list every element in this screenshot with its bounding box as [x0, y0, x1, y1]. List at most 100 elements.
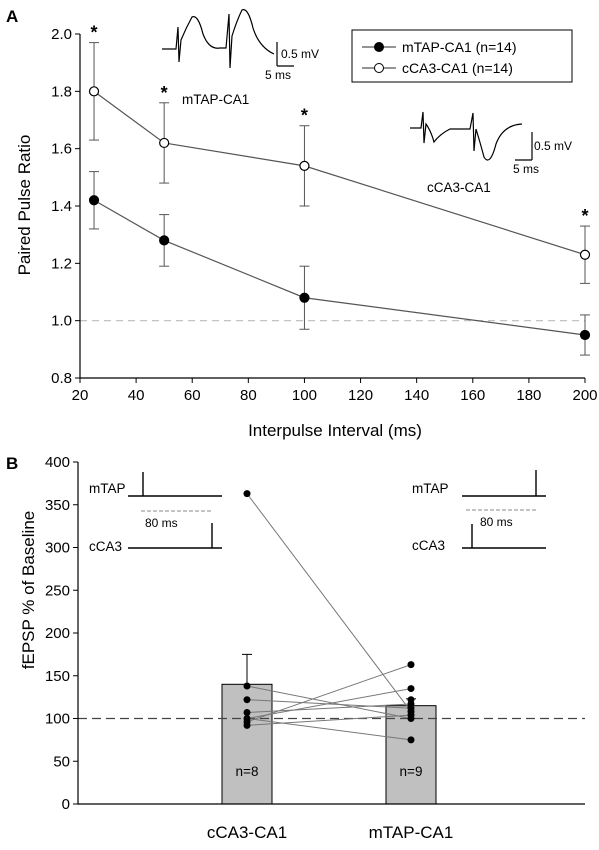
category-labels-b: cCA3-CA1 mTAP-CA1 — [207, 823, 454, 842]
y-tick-label: 1.2 — [51, 255, 72, 272]
axis-frame-b — [77, 462, 585, 805]
category-label: mTAP-CA1 — [369, 823, 454, 842]
paired-line — [246, 688, 412, 719]
scale-label-ms-mtap: 5 ms — [265, 68, 291, 82]
paired-line — [246, 718, 412, 741]
paired-line — [246, 493, 412, 712]
legend-marker-cca3 — [374, 63, 384, 73]
data-point-mtap — [407, 736, 415, 744]
legend-box — [351, 29, 573, 83]
bar-mtap — [385, 705, 437, 805]
axes-b — [77, 462, 585, 805]
data-point-mtap — [159, 235, 170, 246]
x-tick-label: 140 — [404, 387, 429, 404]
x-axis-label-a: Interpulse Interval (ms) — [248, 421, 422, 440]
data-point-mtap — [407, 715, 415, 722]
y-axis-label-a: Paired Pulse Ratio — [15, 135, 34, 276]
protocol-left-cca3-trace — [128, 523, 222, 549]
panel-b: B fEPSP % of Baseline 0 50 100 150 200 250 300… — [6, 454, 585, 842]
x-tick-label: 20 — [72, 387, 89, 404]
data-points-b — [243, 490, 415, 744]
x-tick-label: 160 — [460, 387, 485, 404]
data-point-mtap — [299, 292, 310, 303]
scale-label-ms-cca3: 5 ms — [513, 162, 539, 176]
legend-a: mTAP-CA1 (n=14) cCA3-CA1 (n=14) — [351, 29, 573, 83]
y-tick-label: 150 — [45, 668, 70, 685]
y-tick-label: 1.6 — [51, 141, 72, 158]
protocol-right-interval: 80 ms — [480, 515, 513, 529]
data-point-cca3 — [243, 696, 251, 704]
protocol-inset-right: mTAP 80 ms cCA3 — [412, 470, 546, 553]
data-point-mtap — [579, 329, 591, 341]
data-point-mtap — [88, 195, 100, 206]
y-tick-label: 400 — [45, 454, 70, 471]
scale-label-mv-cca3: 0.5 mV — [534, 139, 572, 153]
y-tick-label: 250 — [45, 582, 70, 599]
data-point-cca3 — [299, 160, 310, 171]
x-tick-label: 40 — [128, 387, 145, 404]
scale-label-mv-mtap: 0.5 mV — [281, 47, 319, 61]
paired-line — [246, 685, 412, 719]
y-tick-label: 200 — [45, 625, 70, 642]
n-label: n=9 — [400, 764, 423, 779]
inset-label-mtap: mTAP-CA1 — [182, 92, 249, 107]
protocol-left-cca3-label: cCA3 — [89, 539, 122, 554]
y-ticks-a: 0.8 1.0 1.2 1.4 1.6 1.8 2.0 — [51, 26, 80, 387]
axis-frame-a — [79, 34, 585, 379]
panel-label-b: B — [6, 454, 18, 473]
paired-line — [246, 714, 412, 726]
data-point-cca3 — [243, 709, 251, 717]
data-point-cca3 — [243, 682, 251, 690]
x-tick-label: 120 — [348, 387, 373, 404]
inset-trace-cca3: 0.5 mV 5 ms cCA3-CA1 — [410, 111, 572, 195]
significance-star: * — [301, 106, 308, 126]
y-tick-label: 1.8 — [51, 83, 72, 100]
significance-star: * — [161, 83, 168, 103]
y-tick-label: 0.8 — [51, 370, 72, 387]
y-tick-label: 0 — [62, 796, 70, 813]
y-tick-label: 50 — [53, 753, 70, 770]
n-labels-b: n=8 n=9 — [236, 764, 423, 779]
y-axis-label-b: fEPSP % of Baseline — [19, 511, 38, 669]
protocol-right-mtap-trace — [462, 470, 546, 497]
x-tick-label: 100 — [292, 387, 317, 404]
series-line-mtap — [93, 199, 586, 336]
protocol-right-mtap-label: mTAP — [412, 481, 449, 496]
paired-line — [246, 664, 412, 723]
significance-star: * — [581, 206, 588, 226]
y-tick-label: 350 — [45, 497, 70, 514]
inset-trace-mtap: 0.5 mV 5 ms mTAP-CA1 — [162, 9, 319, 107]
panel-label-a: A — [6, 7, 18, 26]
protocol-right-cca3-label: cCA3 — [412, 538, 445, 553]
protocol-left-mtap-trace — [128, 472, 222, 497]
n-label: n=8 — [236, 764, 259, 779]
data-point-mtap — [407, 685, 415, 693]
trace-mtap — [162, 9, 275, 69]
y-tick-label: 2.0 — [51, 26, 72, 43]
series-line-cca3 — [93, 90, 586, 256]
paired-lines-b — [246, 493, 412, 741]
paired-line — [246, 703, 412, 714]
x-tick-label: 180 — [516, 387, 541, 404]
protocol-left-interval: 80 ms — [145, 516, 178, 530]
panel-a: A Paired Pulse Ratio Interpulse Interval… — [6, 7, 598, 440]
x-tick-label: 80 — [240, 387, 257, 404]
data-point-cca3 — [579, 249, 591, 260]
data-point-cca3 — [243, 721, 251, 729]
x-ticks-a: 20 40 60 80 100 120 140 160 180 200 — [72, 378, 598, 404]
y-tick-label: 300 — [45, 540, 70, 557]
y-tick-label: 1.0 — [51, 313, 72, 330]
y-ticks-b: 0 50 100 150 200 250 300 350 400 — [45, 454, 78, 813]
significance-star: * — [91, 23, 98, 43]
data-point-cca3 — [159, 137, 170, 149]
axes-a — [79, 34, 585, 379]
protocol-left-mtap-label: mTAP — [89, 481, 126, 496]
significance-stars: * * * * — [91, 23, 589, 226]
legend-label-mtap: mTAP-CA1 (n=14) — [402, 39, 517, 55]
trace-cca3 — [410, 111, 523, 161]
data-point-mtap — [407, 661, 415, 669]
legend-label-cca3: cCA3-CA1 (n=14) — [402, 60, 513, 76]
protocol-right-cca3-trace — [462, 524, 546, 549]
data-point-cca3 — [243, 490, 251, 498]
